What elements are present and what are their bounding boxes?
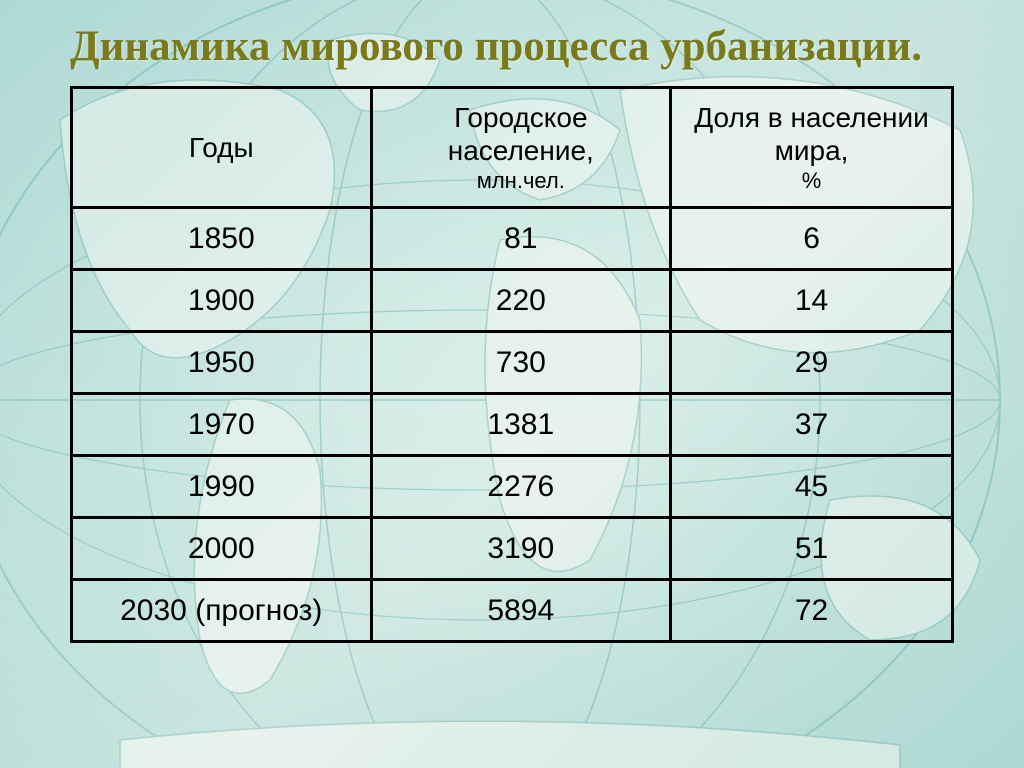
cell-population: 1381 — [371, 394, 671, 456]
cell-share: 14 — [671, 270, 953, 332]
cell-population: 5894 — [371, 580, 671, 642]
table-row: 2000 3190 51 — [72, 518, 953, 580]
table-row: 1970 1381 37 — [72, 394, 953, 456]
cell-year: 1850 — [72, 208, 372, 270]
urbanization-table: Годы Городское население, млн.чел. Доля … — [70, 86, 954, 644]
col-label: Городское население, — [448, 102, 594, 167]
col-header-population: Городское население, млн.чел. — [371, 87, 671, 208]
table-header-row: Годы Городское население, млн.чел. Доля … — [72, 87, 953, 208]
table-row: 1950 730 29 — [72, 332, 953, 394]
cell-population: 3190 — [371, 518, 671, 580]
cell-population: 730 — [371, 332, 671, 394]
cell-year: 1950 — [72, 332, 372, 394]
cell-share: 37 — [671, 394, 953, 456]
col-sublabel: млн.чел. — [381, 168, 662, 194]
col-header-years: Годы — [72, 87, 372, 208]
cell-year: 2000 — [72, 518, 372, 580]
table-row: 1990 2276 45 — [72, 456, 953, 518]
col-sublabel: % — [680, 168, 943, 194]
cell-population: 220 — [371, 270, 671, 332]
col-label: Годы — [189, 132, 254, 163]
cell-year: 1900 — [72, 270, 372, 332]
slide-content: Динамика мирового процесса урбанизации. … — [0, 0, 1024, 768]
cell-population: 81 — [371, 208, 671, 270]
cell-share: 72 — [671, 580, 953, 642]
cell-year: 2030 (прогноз) — [72, 580, 372, 642]
slide-title: Динамика мирового процесса урбанизации. — [70, 20, 954, 74]
cell-population: 2276 — [371, 456, 671, 518]
cell-share: 45 — [671, 456, 953, 518]
cell-year: 1990 — [72, 456, 372, 518]
cell-year: 1970 — [72, 394, 372, 456]
cell-share: 29 — [671, 332, 953, 394]
col-label: Доля в населении мира, — [694, 102, 929, 167]
cell-share: 51 — [671, 518, 953, 580]
table-row: 1900 220 14 — [72, 270, 953, 332]
table-row: 2030 (прогноз) 5894 72 — [72, 580, 953, 642]
cell-share: 6 — [671, 208, 953, 270]
col-header-share: Доля в населении мира, % — [671, 87, 953, 208]
table-row: 1850 81 6 — [72, 208, 953, 270]
